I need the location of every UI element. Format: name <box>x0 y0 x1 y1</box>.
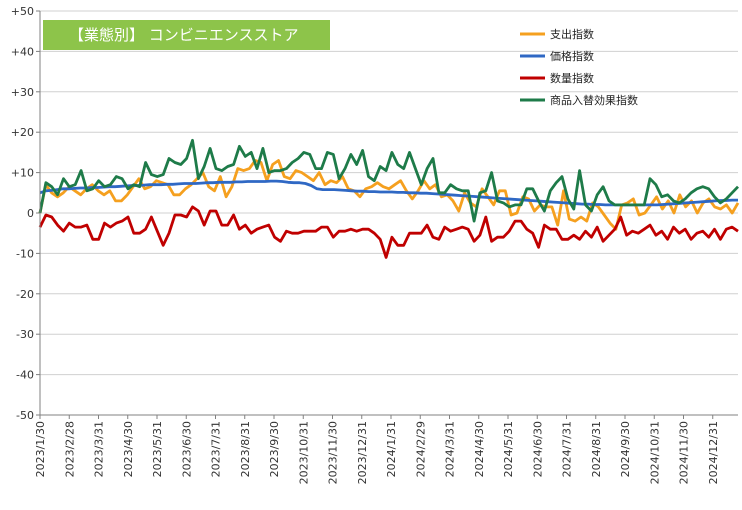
x-tick-label: 2023/3/31 <box>93 421 106 477</box>
x-tick-label: 2024/7/31 <box>561 421 574 477</box>
y-tick-label: -40 <box>16 369 34 382</box>
y-tick-label: -30 <box>16 328 34 341</box>
x-axis-ticks: 2023/1/30 2023/2/28 2023/3/31 2023/4/30 2023… <box>34 415 720 484</box>
y-tick-label: -50 <box>16 409 34 422</box>
x-tick-label: 2024/6/30 <box>531 421 544 477</box>
x-tick-label: 2023/11/30 <box>327 421 340 484</box>
legend-label: 支出指数 <box>550 27 594 41</box>
series-lines <box>38 138 740 259</box>
x-tick-label: 2024/10/31 <box>648 421 661 484</box>
x-tick-label: 2023/4/30 <box>122 421 135 477</box>
x-tick-label: 2023/5/31 <box>151 421 164 477</box>
y-tick-label: -20 <box>16 288 34 301</box>
legend-label: 商品入替効果指数 <box>550 93 638 107</box>
x-tick-label: 2024/9/30 <box>619 421 632 477</box>
series-line-3 <box>38 138 740 223</box>
x-tick-label: 2024/5/31 <box>502 421 515 477</box>
x-tick-label: 2023/2/28 <box>63 421 76 477</box>
x-tick-label: 2023/7/31 <box>210 421 223 477</box>
legend-label: 価格指数 <box>550 49 594 63</box>
y-axis-ticks: +50 +40 +30 +20 +10 0 -10 -20 -30 -40 -50 <box>11 5 40 422</box>
y-tick-label: +10 <box>11 167 34 180</box>
legend-label: 数量指数 <box>550 71 594 85</box>
x-tick-label: 2023/1/30 <box>34 421 47 477</box>
x-tick-label: 2024/1/31 <box>385 421 398 477</box>
x-tick-label: 2023/12/31 <box>356 421 369 484</box>
x-tick-label: 2024/4/30 <box>473 421 486 477</box>
y-tick-label: +20 <box>11 126 34 139</box>
y-tick-label: +40 <box>11 45 34 58</box>
series-line-2 <box>38 205 739 259</box>
chart-title: 【業態別】 コンビニエンスストア <box>43 20 330 50</box>
y-tick-label: -10 <box>16 247 34 260</box>
x-tick-label: 2024/3/31 <box>444 421 457 477</box>
y-tick-label: +30 <box>11 86 34 99</box>
y-tick-label: 0 <box>27 207 34 220</box>
grid-lines <box>40 10 738 416</box>
x-tick-label: 2023/8/31 <box>239 421 252 477</box>
x-tick-label: 2024/12/31 <box>707 421 720 484</box>
x-tick-label: 2023/10/31 <box>297 421 310 484</box>
x-tick-label: 2024/8/31 <box>590 421 603 477</box>
x-tick-label: 2024/2/29 <box>414 421 427 477</box>
x-tick-label: 2023/9/30 <box>268 421 281 477</box>
x-tick-label: 2023/6/30 <box>180 421 193 477</box>
x-tick-label: 2024/11/30 <box>678 421 691 484</box>
y-tick-label: +50 <box>11 5 34 18</box>
